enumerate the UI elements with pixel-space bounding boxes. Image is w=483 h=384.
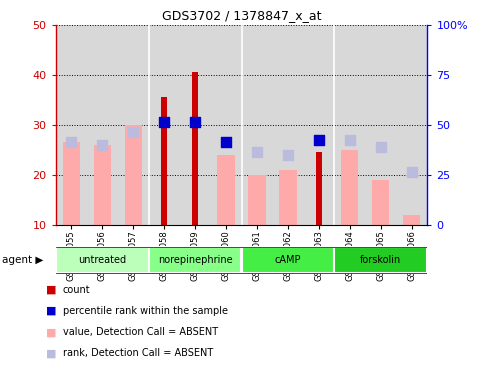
Text: ■: ■ [46,306,57,316]
Bar [248,175,266,225]
Text: ■: ■ [46,327,57,337]
Bar [217,155,235,225]
Text: norepinephrine: norepinephrine [157,255,232,265]
Bar [280,170,297,225]
Point [129,129,137,136]
Bar [315,152,322,225]
Bar [403,215,421,225]
Title: GDS3702 / 1378847_x_at: GDS3702 / 1378847_x_at [162,9,321,22]
Bar [334,247,427,273]
Bar [161,98,168,225]
Point [67,139,75,146]
Bar [56,247,149,273]
Bar [372,180,389,225]
Bar [62,142,80,225]
Bar [94,145,111,225]
Point [222,139,230,146]
Point [315,137,323,143]
Point [377,144,385,151]
Text: untreated: untreated [78,255,126,265]
Text: count: count [63,285,90,295]
Text: rank, Detection Call = ABSENT: rank, Detection Call = ABSENT [63,348,213,358]
Point [160,119,168,126]
Point [253,149,261,156]
Point [191,119,199,126]
Text: value, Detection Call = ABSENT: value, Detection Call = ABSENT [63,327,218,337]
Point [98,142,106,148]
Bar [149,247,242,273]
Bar [242,247,334,273]
Text: percentile rank within the sample: percentile rank within the sample [63,306,228,316]
Text: agent ▶: agent ▶ [2,255,44,265]
Text: ■: ■ [46,348,57,358]
Text: ■: ■ [46,285,57,295]
Bar [192,73,199,225]
Point [408,169,416,175]
Bar [341,150,358,225]
Text: cAMP: cAMP [275,255,301,265]
Text: forskolin: forskolin [360,255,401,265]
Point [346,137,354,143]
Point [284,152,292,158]
Bar [125,125,142,225]
